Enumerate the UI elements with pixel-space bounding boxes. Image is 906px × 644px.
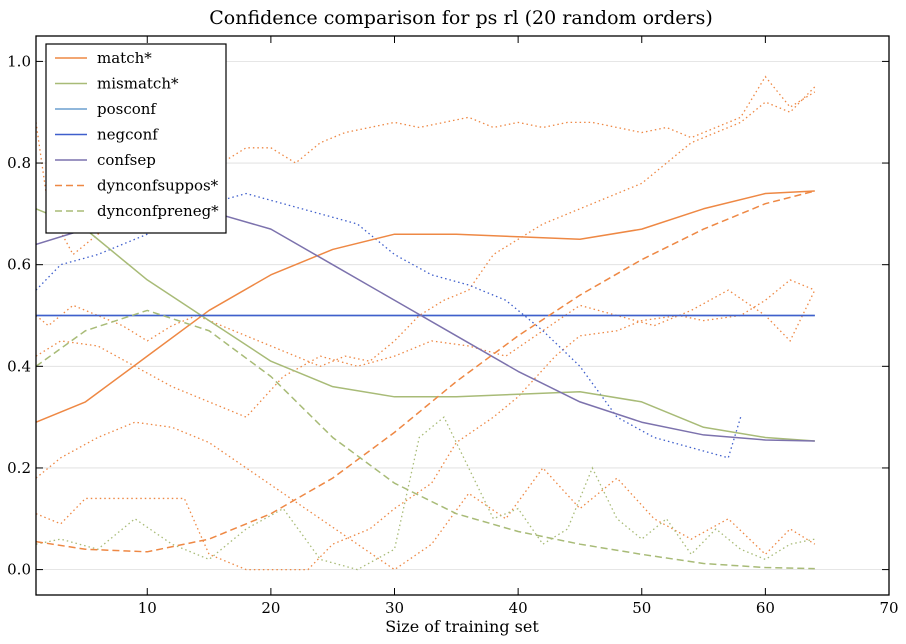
y-tick-label-2: 0.4 — [7, 357, 31, 375]
legend-label-2: posconf — [97, 100, 157, 118]
x-tick-label-1: 20 — [261, 599, 280, 617]
legend-label-6: dynconfpreneg* — [97, 202, 219, 220]
legend-label-4: confsep — [97, 151, 156, 169]
x-tick-label-3: 40 — [509, 599, 528, 617]
legend: match* mismatch* posconf negconf confsep dync… — [45, 43, 227, 234]
chart-title: Confidence comparison for ps rl (20 rand… — [209, 7, 713, 29]
background-trials — [36, 75, 816, 571]
series-line-dynconfpreneg — [36, 309, 815, 570]
y-tick-label-3: 0.6 — [7, 256, 31, 274]
legend-label-1: mismatch* — [97, 75, 179, 93]
background-trial-line-2 — [36, 279, 816, 571]
plot-area-frame — [35, 35, 890, 596]
series-lines — [36, 190, 816, 570]
axis-ticks: 10 20 30 40 50 60 70 0.0 0.2 0.4 0.6 0.8 1.0 — [7, 36, 899, 617]
x-tick-label-6: 70 — [879, 599, 898, 617]
x-axis-label: Size of training set — [385, 617, 539, 636]
y-tick-label-4: 0.8 — [7, 154, 31, 172]
y-tick-label-5: 1.0 — [7, 52, 31, 70]
legend-label-3: negconf — [97, 126, 159, 144]
y-tick-label-1: 0.2 — [7, 459, 31, 477]
x-tick-label-5: 60 — [756, 599, 775, 617]
x-tick-label-2: 30 — [385, 599, 404, 617]
x-tick-label-0: 10 — [138, 599, 157, 617]
x-tick-label-4: 50 — [632, 599, 651, 617]
background-trial-line-4 — [36, 421, 816, 571]
background-trial-line-5 — [36, 416, 815, 571]
background-trial-line-3 — [36, 289, 816, 418]
legend-label-5: dynconfsuppos* — [97, 177, 219, 195]
series-line-confsep — [36, 202, 815, 442]
y-tick-label-0: 0.0 — [7, 561, 31, 579]
background-trial-line-1 — [36, 86, 816, 368]
series-line-match — [36, 190, 815, 423]
series-line-dynconfsuppos — [36, 190, 816, 553]
background-trial-line-6 — [36, 192, 742, 459]
series-line-mismatch — [36, 208, 815, 442]
legend-label-0: match* — [97, 49, 152, 67]
legend-box — [45, 43, 227, 234]
